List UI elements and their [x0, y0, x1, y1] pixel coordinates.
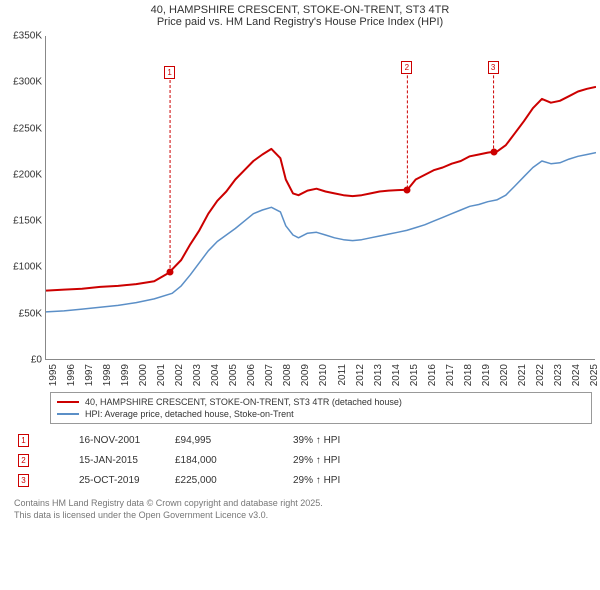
y-tick-label: £150K	[0, 216, 42, 227]
y-tick-label: £100K	[0, 262, 42, 273]
series-line-hpi	[46, 153, 596, 312]
legend-swatch	[57, 413, 79, 415]
footer-attribution: Contains HM Land Registry data © Crown c…	[14, 498, 592, 521]
x-tick-label: 2025	[589, 364, 600, 386]
y-tick-label: £0	[0, 355, 42, 366]
sales-row: 2 15-JAN-2015 £184,000 29% ↑ HPI	[14, 450, 592, 470]
legend-row: HPI: Average price, detached house, Stok…	[57, 408, 585, 420]
title-line-1: 40, HAMPSHIRE CRESCENT, STOKE-ON-TRENT, …	[0, 4, 600, 16]
sales-row-date: 15-JAN-2015	[47, 455, 157, 466]
sales-row-date: 25-OCT-2019	[47, 475, 157, 486]
footer-line-1: Contains HM Land Registry data © Crown c…	[14, 498, 592, 510]
y-tick-label: £350K	[0, 31, 42, 42]
plot-svg	[46, 36, 596, 360]
sale-marker-box: 1	[164, 66, 175, 79]
sale-marker-box: 2	[401, 61, 412, 74]
sales-row-delta: 29% ↑ HPI	[293, 455, 413, 466]
title-line-2: Price paid vs. HM Land Registry's House …	[0, 16, 600, 28]
y-tick-label: £300K	[0, 77, 42, 88]
sales-row-price: £184,000	[175, 455, 275, 466]
chart-area: £0 £50K £100K £150K £200K £250K £300K £350K 1 2 3…	[0, 30, 600, 390]
footer-line-2: This data is licensed under the Open Gov…	[14, 510, 592, 522]
sales-row-date: 16-NOV-2001	[47, 435, 157, 446]
sales-table: 1 16-NOV-2001 £94,995 39% ↑ HPI 2 15-JAN-2015…	[14, 430, 592, 490]
sales-row: 3 25-OCT-2019 £225,000 29% ↑ HPI	[14, 470, 592, 490]
series-line-property	[46, 87, 596, 291]
sales-row: 1 16-NOV-2001 £94,995 39% ↑ HPI	[14, 430, 592, 450]
sale-marker-box: 3	[488, 61, 499, 74]
sales-row-price: £225,000	[175, 475, 275, 486]
sale-marker-dot	[404, 186, 411, 193]
legend-label: HPI: Average price, detached house, Stok…	[85, 409, 294, 419]
legend-row: 40, HAMPSHIRE CRESCENT, STOKE-ON-TRENT, …	[57, 396, 585, 408]
sales-row-delta: 39% ↑ HPI	[293, 435, 413, 446]
y-tick-label: £50K	[0, 308, 42, 319]
sales-row-price: £94,995	[175, 435, 275, 446]
sale-marker-dot	[167, 269, 174, 276]
chart-title: 40, HAMPSHIRE CRESCENT, STOKE-ON-TRENT, …	[0, 0, 600, 30]
legend: 40, HAMPSHIRE CRESCENT, STOKE-ON-TRENT, …	[50, 392, 592, 424]
plot-region: 1 2 3	[45, 36, 595, 360]
legend-label: 40, HAMPSHIRE CRESCENT, STOKE-ON-TRENT, …	[85, 397, 402, 407]
sale-marker-dot	[490, 148, 497, 155]
sales-row-marker: 2	[18, 454, 29, 467]
y-tick-label: £200K	[0, 169, 42, 180]
legend-swatch	[57, 401, 79, 403]
sales-row-marker: 1	[18, 434, 29, 447]
sales-row-delta: 29% ↑ HPI	[293, 475, 413, 486]
y-tick-label: £250K	[0, 123, 42, 134]
sales-row-marker: 3	[18, 474, 29, 487]
